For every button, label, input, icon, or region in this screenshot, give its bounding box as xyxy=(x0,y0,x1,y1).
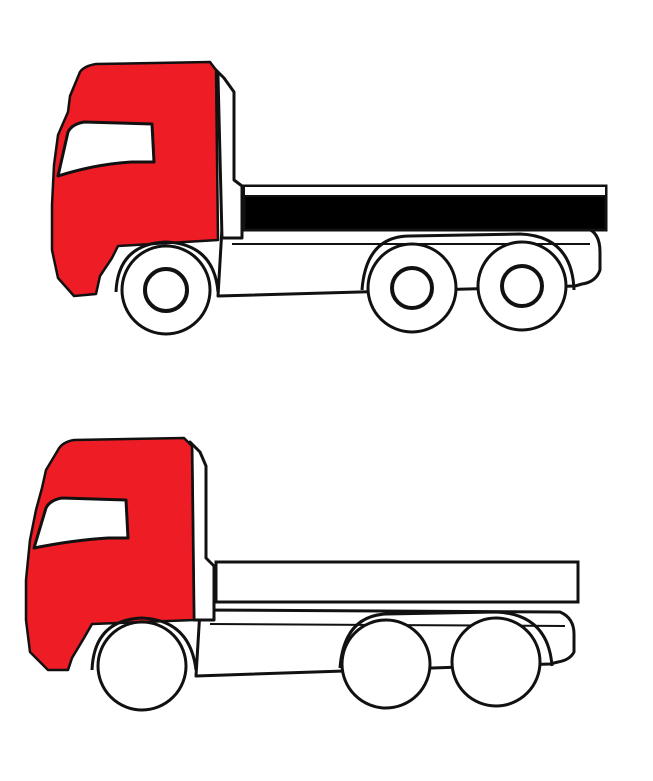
truck-bottom-wheel-front xyxy=(96,620,188,712)
truck-bottom-windshield xyxy=(32,496,130,550)
truck-top-wheel-middle xyxy=(366,242,458,334)
truck-top-wheel-rear xyxy=(476,240,568,332)
truck-bottom-cab xyxy=(24,436,196,672)
truck-bottom-platform xyxy=(214,560,580,604)
truck-top-windshield xyxy=(56,120,156,178)
truck-bottom-wheel-middle xyxy=(340,618,432,710)
truck-top-wheel-front xyxy=(120,244,212,336)
truck-top-cab-back xyxy=(212,66,244,240)
truck-bottom-rear-arch xyxy=(338,610,554,669)
truck-bottom-wheel-rear xyxy=(450,616,542,708)
truck-top-front-arch xyxy=(114,240,220,293)
truck-top-rear-arch xyxy=(360,232,576,291)
truck-top-cab xyxy=(50,60,220,298)
truck-bottom-front-arch xyxy=(90,616,198,671)
